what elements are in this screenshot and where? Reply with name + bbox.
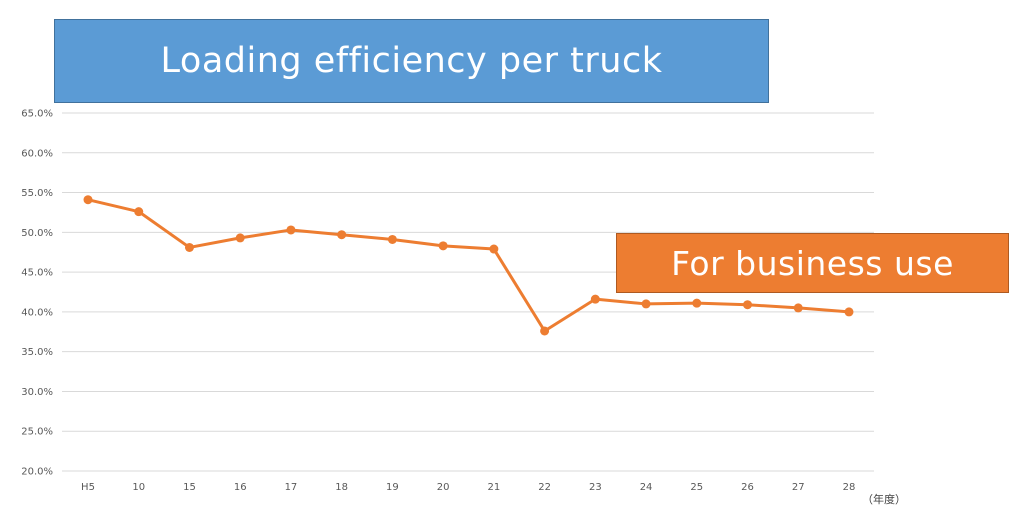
data-point-H5	[83, 195, 93, 205]
x-tick-label: 10	[132, 482, 145, 493]
x-axis-unit-label: （年度）	[862, 492, 906, 506]
x-tick-label: 15	[183, 482, 196, 493]
x-tick-label: 18	[335, 482, 348, 493]
x-tick-label: 28	[843, 482, 856, 493]
x-tick-label: 20	[437, 482, 450, 493]
y-tick-label: 60.0%	[21, 148, 53, 159]
y-tick-label: 20.0%	[21, 467, 53, 478]
y-tick-label: 50.0%	[21, 228, 53, 239]
x-tick-label: 27	[792, 482, 805, 493]
data-point-19	[387, 234, 397, 244]
data-point-28	[844, 307, 854, 317]
data-point-23	[590, 294, 600, 304]
y-tick-label: 55.0%	[21, 188, 53, 199]
series-for-business-use	[83, 195, 854, 336]
x-tick-label: 26	[741, 482, 754, 493]
chart-title: Loading efficiency per truck	[54, 19, 769, 103]
x-tick-label: 24	[640, 482, 653, 493]
data-point-26	[743, 300, 753, 310]
y-tick-label: 35.0%	[21, 347, 53, 358]
series-label-text: For business use	[671, 243, 954, 283]
data-point-27	[793, 303, 803, 313]
x-tick-label: 19	[386, 482, 399, 493]
x-tick-label: 16	[234, 482, 247, 493]
data-point-22	[540, 326, 550, 336]
series-label-box: For business use	[616, 233, 1009, 293]
data-point-24	[641, 299, 651, 309]
chart-title-text: Loading efficiency per truck	[160, 41, 663, 81]
data-point-16	[235, 233, 245, 243]
y-tick-label: 45.0%	[21, 268, 53, 279]
data-point-21	[489, 244, 499, 254]
y-axis-tick-labels: 20.0% 25.0% 30.0% 35.0% 40.0% 45.0% 50.0% 55.0%…	[21, 109, 53, 478]
y-tick-label: 40.0%	[21, 307, 53, 318]
data-point-20	[438, 241, 448, 251]
x-tick-label: 25	[690, 482, 703, 493]
x-tick-label: 21	[487, 482, 500, 493]
data-point-17	[286, 225, 296, 235]
x-tick-label: 22	[538, 482, 551, 493]
x-axis-tick-labels: H5 10 15 16 17 18 19 20 21 22 23 24 25 26 27 28	[81, 482, 855, 493]
y-tick-label: 65.0%	[21, 109, 53, 120]
y-tick-label: 30.0%	[21, 387, 53, 398]
data-point-10	[134, 207, 144, 217]
data-point-25	[692, 298, 702, 308]
data-point-18	[337, 230, 347, 240]
series-line	[87, 198, 850, 333]
x-tick-label: H5	[81, 482, 95, 493]
data-point-15	[184, 242, 194, 252]
grid-lines	[62, 112, 874, 472]
y-tick-label: 25.0%	[21, 427, 53, 438]
x-tick-label: 17	[285, 482, 298, 493]
x-tick-label: 23	[589, 482, 602, 493]
